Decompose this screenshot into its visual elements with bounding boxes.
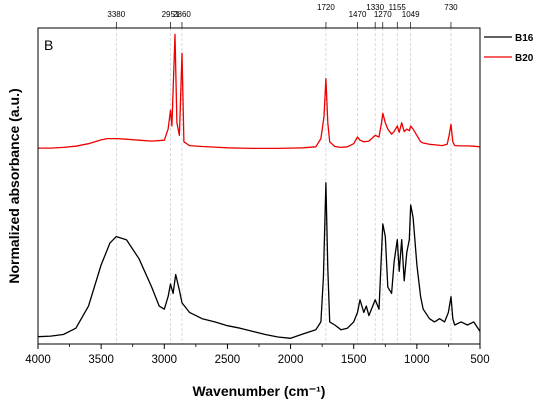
peak-label-1330: 1330 <box>366 3 384 12</box>
panel-label: B <box>44 37 53 53</box>
peak-label-1720: 1720 <box>317 3 335 12</box>
peak-label-3380: 3380 <box>107 10 125 19</box>
legend-label-b16: B16 <box>515 33 534 44</box>
peak-label-1049: 1049 <box>402 10 420 19</box>
x-tick-label-3000: 3000 <box>151 354 177 366</box>
peak-label-1470: 1470 <box>349 10 367 19</box>
x-tick-label-1500: 1500 <box>341 354 367 366</box>
x-tick-label-2500: 2500 <box>215 354 241 366</box>
x-tick-label-500: 500 <box>470 354 489 366</box>
x-axis-title: Wavenumber (cm⁻¹) <box>193 383 326 399</box>
x-tick-label-4000: 4000 <box>25 354 51 366</box>
peak-label-2951: 2951 <box>162 10 180 19</box>
x-tick-label-2000: 2000 <box>278 354 304 366</box>
peak-label-1270: 1270 <box>374 10 392 19</box>
series-b16 <box>37 182 481 339</box>
y-axis-title: Normalized absorbance (a.u.) <box>6 88 22 283</box>
legend: B16 B20 <box>484 33 534 64</box>
x-tick-label-1000: 1000 <box>404 354 430 366</box>
x-tick-label-3500: 3500 <box>88 354 114 366</box>
peak-label-1155: 1155 <box>389 3 407 12</box>
legend-label-b20: B20 <box>515 53 534 64</box>
series-b20 <box>38 33 481 150</box>
series-layer <box>37 33 481 339</box>
peak-label-730: 730 <box>444 3 458 12</box>
peak-label-2860: 2860 <box>173 10 191 19</box>
x-axis: 4000 3500 3000 2500 2000 1500 1000 500 <box>25 344 490 366</box>
